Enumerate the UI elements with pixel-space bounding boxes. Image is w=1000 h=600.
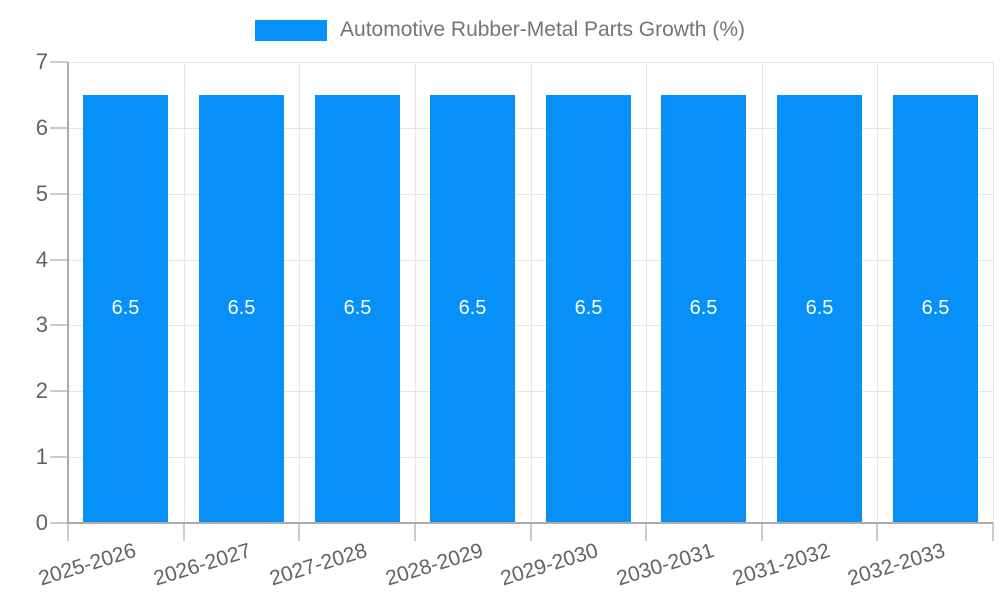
x-axis-tick: [645, 523, 647, 541]
h-gridline: [68, 324, 993, 326]
h-gridline: [68, 193, 993, 195]
bar[interactable]: 6.5: [199, 95, 284, 522]
h-gridline: [68, 456, 993, 458]
bar-value-label: 6.5: [574, 297, 603, 319]
v-gridline: [299, 62, 300, 523]
v-gridline: [646, 62, 647, 523]
x-axis-tick: [761, 523, 763, 541]
y-tick-label: 5: [35, 181, 48, 206]
x-axis-tick: [876, 523, 878, 541]
y-axis-tick: [50, 259, 68, 261]
bar[interactable]: 6.5: [893, 95, 978, 522]
v-gridline: [993, 62, 994, 523]
x-axis-tick: [183, 523, 185, 541]
bar[interactable]: 6.5: [430, 95, 515, 522]
y-axis-tick: [50, 522, 68, 524]
x-axis-tick: [530, 523, 532, 541]
v-gridline: [531, 62, 532, 523]
y-tick-label: 1: [35, 444, 48, 469]
bar[interactable]: 6.5: [777, 95, 862, 522]
y-tick-label: 0: [35, 510, 48, 535]
bar-value-label: 6.5: [343, 297, 372, 319]
y-axis-tick: [50, 61, 68, 63]
x-axis-line: [67, 522, 993, 524]
y-tick-label: 6: [35, 115, 48, 140]
y-axis-line: [67, 62, 69, 523]
chart-legend: Automotive Rubber-Metal Parts Growth (%): [0, 18, 1000, 42]
x-axis-tick: [992, 523, 994, 541]
h-gridline: [68, 61, 993, 63]
v-gridline: [877, 62, 878, 523]
y-axis-tick: [50, 390, 68, 392]
legend-series-label: Automotive Rubber-Metal Parts Growth (%): [340, 18, 745, 41]
bar[interactable]: 6.5: [661, 95, 746, 522]
bar-value-label: 6.5: [921, 297, 950, 319]
legend-item-growth-series[interactable]: Automotive Rubber-Metal Parts Growth (%): [255, 18, 745, 42]
bar[interactable]: 6.5: [315, 95, 400, 522]
x-axis-tick: [414, 523, 416, 541]
bar-value-label: 6.5: [458, 297, 487, 319]
v-gridline: [184, 62, 185, 523]
x-axis-tick: [298, 523, 300, 541]
bar-value-label: 6.5: [227, 297, 256, 319]
y-axis-tick: [50, 456, 68, 458]
y-axis-tick: [50, 127, 68, 129]
y-tick-label: 4: [35, 247, 48, 272]
h-gridline: [68, 127, 993, 129]
y-tick-label: 3: [35, 312, 48, 337]
h-gridline: [68, 390, 993, 392]
y-tick-label: 7: [35, 49, 48, 74]
x-axis-tick: [67, 523, 69, 541]
y-axis-tick: [50, 324, 68, 326]
legend-swatch-icon: [255, 19, 328, 41]
bar-value-label: 6.5: [805, 297, 834, 319]
bar-value-label: 6.5: [689, 297, 718, 319]
h-gridline: [68, 259, 993, 261]
bar[interactable]: 6.5: [83, 95, 168, 522]
v-gridline: [415, 62, 416, 523]
bar[interactable]: 6.5: [546, 95, 631, 522]
v-gridline: [762, 62, 763, 523]
bar-value-label: 6.5: [111, 297, 140, 319]
y-axis-tick: [50, 193, 68, 195]
y-tick-label: 2: [35, 378, 48, 403]
